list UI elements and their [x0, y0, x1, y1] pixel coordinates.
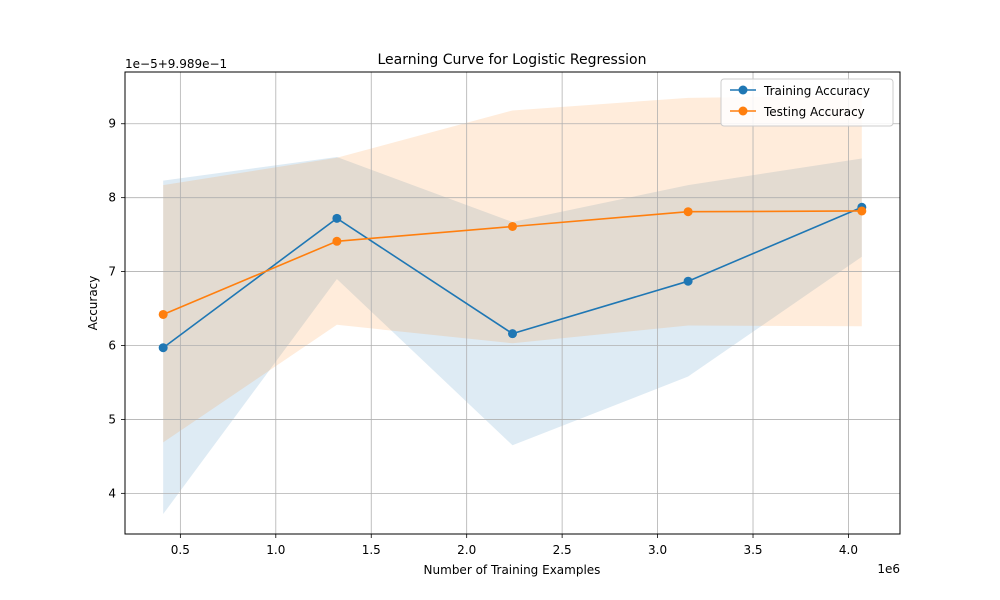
data-point-training: [508, 329, 517, 339]
x-tick-label: 1.0: [266, 543, 285, 557]
data-point-testing: [683, 207, 693, 217]
x-tick-label: 1.5: [362, 543, 381, 557]
data-point-training: [158, 343, 168, 353]
legend-label-training: Training Accuracy: [763, 84, 870, 98]
series-points: [158, 202, 867, 353]
x-tick-label: 4.0: [839, 543, 858, 557]
data-point-testing: [158, 309, 168, 319]
y-tick-label: 6: [108, 339, 116, 353]
data-point-training: [332, 213, 342, 223]
y-tick-label: 9: [108, 117, 116, 131]
y-tick-label: 7: [108, 265, 116, 279]
chart-title: Learning Curve for Logistic Regression: [378, 52, 647, 68]
data-point-training: [683, 276, 693, 286]
y-axis-offset-label: 1e−5+9.989e−1: [125, 57, 227, 71]
x-tick-label: 3.5: [743, 543, 762, 557]
x-axis-label: Number of Training Examples: [424, 563, 601, 577]
legend-marker-training: [738, 85, 748, 95]
y-axis-ticks: 4 5 6 7 8 9: [108, 117, 125, 500]
x-axis-offset-label: 1e6: [877, 562, 900, 576]
data-point-testing: [332, 236, 342, 246]
y-axis-label: Accuracy: [86, 276, 100, 331]
x-axis-ticks: 0.5 1.0 1.5 2.0 2.5 3.0 3.5 4.0: [171, 534, 858, 557]
x-tick-label: 3.0: [648, 543, 667, 557]
plot-frame: [124, 71, 901, 535]
legend-box: [720, 78, 894, 127]
legend-marker-testing: [738, 106, 748, 116]
y-tick-label: 4: [108, 486, 116, 500]
data-point-testing: [508, 221, 517, 231]
y-tick-label: 5: [108, 412, 116, 426]
x-tick-label: 2.5: [553, 543, 572, 557]
legend-label-testing: Testing Accuracy: [763, 105, 865, 119]
legend: Training Accuracy Testing Accuracy: [720, 78, 894, 127]
y-tick-label: 8: [108, 191, 116, 205]
confidence-bands: [163, 95, 862, 515]
band-testing: [163, 95, 862, 443]
x-tick-label: 2.0: [457, 543, 476, 557]
data-point-testing: [857, 206, 867, 216]
x-tick-label: 0.5: [171, 543, 190, 557]
